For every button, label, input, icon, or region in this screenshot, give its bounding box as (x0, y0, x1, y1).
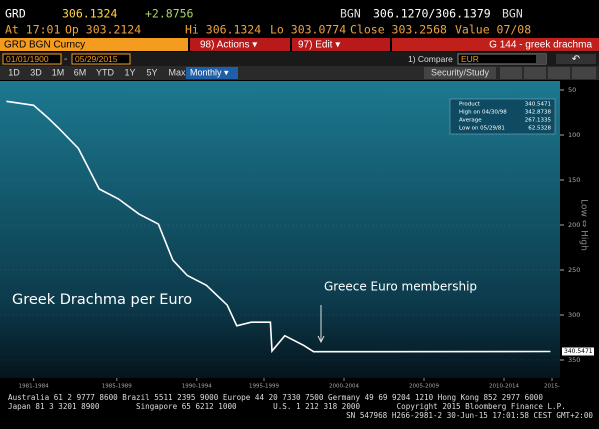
x-tick-label: 1995-1999 (249, 384, 279, 390)
function-title: G 144 - greek drachma (489, 40, 592, 51)
actions-button[interactable] (190, 38, 290, 51)
icon-button[interactable] (572, 67, 596, 79)
actions: 98) Actions ▾ (200, 40, 257, 51)
start-date: 01/01/1900 (6, 54, 49, 64)
quote-item: At 17:01 (5, 23, 60, 37)
security-field[interactable] (0, 38, 188, 51)
edit: 97) Edit ▾ (298, 40, 340, 51)
source: BGN (340, 7, 361, 21)
y-tick-label: 350 (568, 356, 580, 364)
period-button[interactable]: YTD (96, 67, 115, 77)
period-button[interactable]: 5Y (146, 67, 157, 77)
compare[interactable]: 1) Compare (408, 54, 453, 64)
legend-label: Product (459, 102, 481, 108)
period-button[interactable]: 1M (52, 67, 65, 77)
legend-value: 267.1335 (525, 118, 552, 124)
study: Security/Study (431, 67, 490, 77)
footer-line: Japan 81 3 3201 8900 Singapore 65 6212 1… (8, 402, 566, 411)
quote-item: Close 303.2568 (350, 23, 447, 37)
footer: Australia 61 2 9777 8600 Brazil 5511 239… (8, 393, 593, 420)
end-date: 05/29/2015 (75, 54, 118, 64)
legend-value: 62.5328 (528, 126, 551, 132)
last-value: 340.5471 (564, 348, 593, 355)
x-tick-label: 1985-1989 (102, 384, 132, 390)
y-tick-label: 150 (568, 176, 580, 184)
period-buttons: 1D 3D 1M 6M YTD 1Y 5Y Max (8, 67, 186, 77)
end-date-field[interactable] (71, 53, 131, 65)
quote-item: Hi 306.1324 (185, 23, 261, 37)
annotation-arrow (317, 305, 325, 344)
x-axis-strip (0, 378, 560, 392)
legend-label: Low on 05/29/81 (459, 126, 505, 132)
x-tick-label: 2005-2009 (409, 384, 439, 390)
annotation: Greek Drachma per Euro (12, 292, 192, 308)
y-tick-label: 100 (568, 131, 580, 139)
separator: - (64, 54, 67, 65)
y-tick-label: 50 (568, 86, 576, 94)
x-tick-label: 1981-1984 (19, 384, 49, 390)
back-icon: ↶ (572, 54, 580, 65)
y-tick-label: 250 (568, 266, 580, 274)
chart: 50 100 150 200 250 300 350 Low ⇔ High 1981-1984 1… (0, 81, 599, 392)
date-row (0, 52, 599, 66)
legend-value: 342.8738 (525, 110, 552, 116)
last-value-tag (562, 347, 594, 356)
frequency-button[interactable] (186, 67, 238, 79)
x-tick-label: 2010-2014 (489, 384, 519, 390)
edit-button[interactable] (292, 38, 390, 51)
study-button[interactable] (424, 67, 496, 79)
x-tick-label: 2015- (544, 384, 560, 390)
compare-value: EUR (461, 54, 479, 64)
y-tick-label: 300 (568, 311, 580, 319)
period-button[interactable]: 6M (74, 67, 87, 77)
icon-button[interactable] (500, 67, 522, 79)
x-tick-label: 1990-1994 (182, 384, 212, 390)
x-tick-label: 2000-2004 (329, 384, 359, 390)
footer-line: Australia 61 2 9777 8600 Brazil 5511 239… (8, 393, 543, 402)
start-date-field[interactable] (2, 53, 62, 65)
quote-item: Lo 303.0774 (270, 23, 346, 37)
function-bar (392, 38, 599, 51)
legend-label: High on 04/30/98 (459, 110, 507, 116)
quote-item: Op 303.2124 (65, 23, 141, 37)
icon-button[interactable] (524, 67, 546, 79)
y-axis-strip (560, 81, 599, 392)
legend-label: Average (459, 118, 482, 124)
footer-line: SN 547968 H266-2981-2 30-Jun-15 17:01:58… (346, 411, 593, 420)
period-button[interactable]: 1Y (124, 67, 135, 77)
price: 306.1324 (62, 7, 117, 21)
period-button[interactable]: 1D (8, 67, 20, 77)
source: BGN (502, 7, 523, 21)
annotation: Greece Euro membership (324, 280, 477, 294)
period-button[interactable]: Max (168, 67, 186, 77)
bid-ask: 306.1270/306.1379 (373, 7, 491, 21)
dropdown-arrow[interactable] (536, 54, 546, 64)
frequency: Monthly ▾ (190, 67, 229, 77)
y-axis-label: Low ⇔ High (579, 199, 589, 251)
ticker: GRD (5, 7, 26, 21)
security: GRD BGN Curncy (4, 40, 85, 51)
back-button[interactable] (556, 54, 596, 64)
change: +2.8756 (145, 7, 194, 21)
period-button[interactable]: 3D (30, 67, 42, 77)
y-tick-label: 200 (568, 221, 580, 229)
quote-item: Value 07/08 (455, 23, 531, 37)
legend-value: 340.5471 (525, 102, 551, 108)
series-line (6, 100, 551, 354)
legend-box (449, 98, 556, 135)
quote-line: At 17:01 Op 303.2124 Hi 306.1324 Lo 303.077… (5, 23, 531, 37)
icon-button[interactable] (548, 67, 570, 79)
